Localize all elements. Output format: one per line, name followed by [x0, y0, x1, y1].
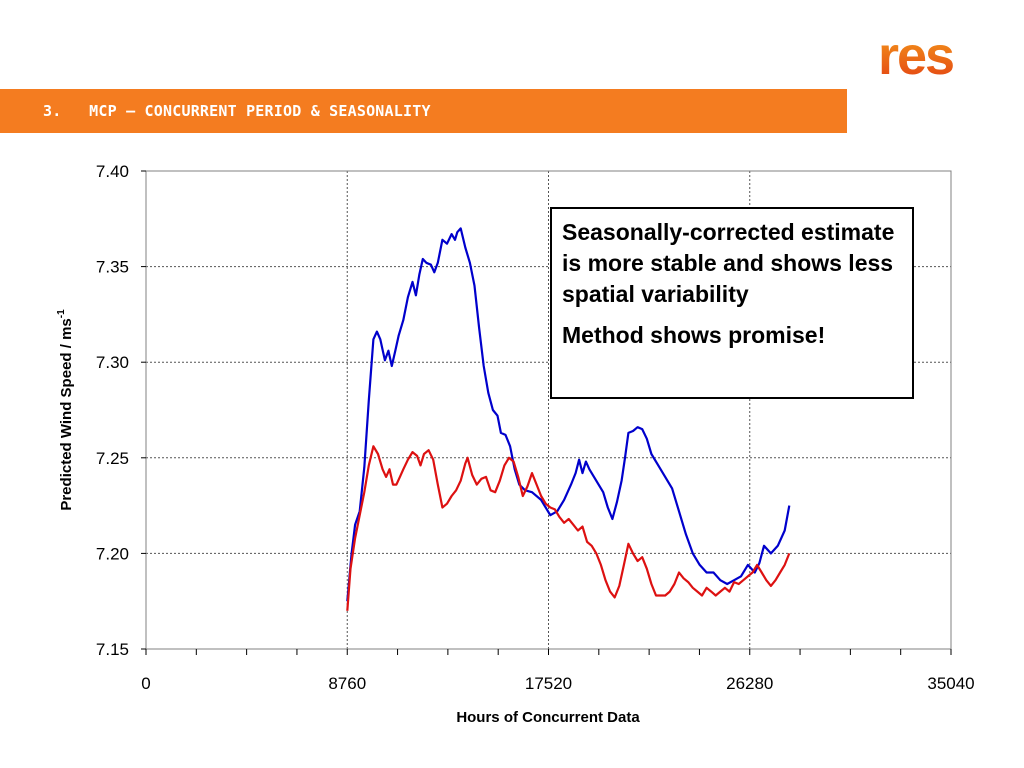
series-lines: [346, 227, 791, 611]
callout-text-secondary: Method shows promise!: [562, 322, 826, 348]
x-tick-label: 8760: [328, 674, 366, 693]
series-line-2: [346, 445, 791, 611]
y-tick-label: 7.20: [96, 544, 129, 563]
slide-title: 3. MCP – CONCURRENT PERIOD & SEASONALITY: [43, 102, 431, 120]
wind-speed-chart: 7.15 7.20 7.25 7.30 7.35 7.40 0 8760 17520 26280 3…: [56, 162, 975, 726]
series-line-1: [346, 227, 791, 602]
x-tick-label: 35040: [927, 674, 974, 693]
axis-ticks: 7.15 7.20 7.25 7.30 7.35 7.40 0 8760 17520 26280 3…: [96, 162, 975, 693]
svg-text:res: res: [878, 30, 953, 80]
title-banner: [0, 89, 847, 133]
y-axis-title-superscript: -1: [56, 309, 67, 318]
callout-box: Seasonally-corrected estimate is more st…: [550, 207, 914, 399]
x-axis-title: Hours of Concurrent Data: [456, 709, 640, 726]
x-tick-label: 26280: [726, 674, 773, 693]
x-tick-label: 17520: [525, 674, 572, 693]
y-tick-label: 7.30: [96, 353, 129, 372]
y-tick-label: 7.25: [96, 449, 129, 468]
y-axis-title: Predicted Wind Speed / ms-1: [56, 309, 75, 511]
y-tick-label: 7.35: [96, 258, 129, 277]
y-tick-label: 7.40: [96, 162, 129, 181]
callout-text-primary: Seasonally-corrected estimate is more st…: [562, 219, 895, 307]
y-axis-title-main: Predicted Wind Speed / ms: [58, 318, 75, 510]
y-tick-label: 7.15: [96, 640, 129, 659]
x-tick-label: 0: [141, 674, 150, 693]
res-logo: res: [878, 30, 955, 80]
